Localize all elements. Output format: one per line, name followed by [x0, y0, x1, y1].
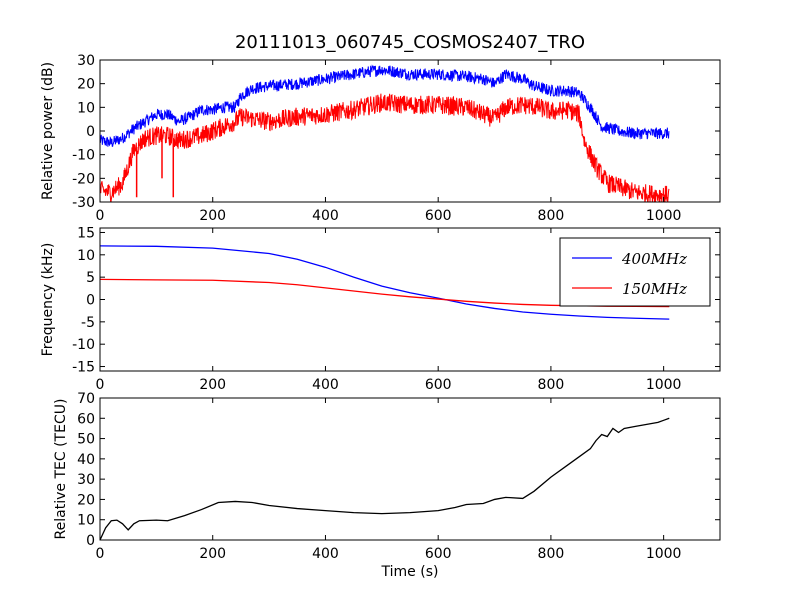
y-tick-label: 15	[77, 225, 95, 241]
series-line-2-1	[100, 245, 670, 320]
y-tick-label: 60	[77, 411, 95, 427]
x-tick-label: 200	[199, 546, 226, 562]
legend: 400MHz 150MHz	[559, 237, 711, 307]
subplot-3: 0 200 400 600 800 1000 0 10 20 30 40 50 60 70 Relative…	[53, 391, 721, 580]
y-tick-label: 0	[86, 293, 95, 309]
figure-title: 20111013_060745_COSMOS2407_TRO	[235, 32, 585, 53]
y-tick-label: -10	[72, 337, 95, 353]
series-line-3-1	[100, 417, 670, 540]
axes-frame	[99, 397, 721, 541]
x-tick-label: 800	[538, 377, 565, 393]
y-tick-label: 20	[77, 492, 95, 508]
subplot-2: 0 200 400 600 800 1000 -15 -10 -5 0 5 10 15 Frequency…	[40, 225, 721, 393]
y-tick-label: -10	[72, 148, 95, 164]
x-tick-label: 0	[96, 208, 105, 224]
y-tick-label: -5	[81, 315, 95, 331]
x-tick-label: 200	[199, 208, 226, 224]
y-tick-label: 40	[77, 452, 95, 468]
y-tick-label: 5	[86, 270, 95, 286]
series-line-1-2	[100, 93, 670, 202]
x-tick-label: 600	[425, 208, 452, 224]
x-tick-label: 800	[538, 546, 565, 562]
x-tick-label: 1000	[646, 546, 682, 562]
y-axis-label: Relative power (dB)	[40, 62, 56, 200]
y-tick-label: 0	[86, 124, 95, 140]
x-tick-label: 400	[312, 377, 339, 393]
y-axis-label: Frequency (kHz)	[40, 243, 56, 357]
plots: 0 200 400 600 800 1000-30-20-100102030Relativ…	[40, 53, 721, 580]
x-tick-label: 600	[425, 377, 452, 393]
y-tick-label: -30	[72, 195, 95, 211]
legend-label: 400MHz	[621, 250, 687, 268]
x-tick-label: 0	[96, 546, 105, 562]
y-tick-label: 10	[77, 513, 95, 529]
y-tick-label: 50	[77, 432, 95, 448]
y-tick-label: 20	[77, 77, 95, 93]
y-tick-label: 10	[77, 100, 95, 116]
x-tick-label: 1000	[646, 208, 682, 224]
legend-label: 150MHz	[622, 280, 687, 298]
series-line-1-1	[100, 64, 670, 147]
x-tick-label: 400	[312, 546, 339, 562]
x-tick-label: 600	[425, 546, 452, 562]
y-tick-label: 30	[77, 472, 95, 488]
y-tick-label: 10	[77, 248, 95, 264]
subplot-1: 0 200 400 600 800 1000 -30 -20 -10 0 10 20 30 Relativ…	[40, 53, 721, 224]
y-axis-label: Relative TEC (TECU)	[53, 399, 69, 540]
x-tick-label: 200	[199, 377, 226, 393]
x-axis-label: Time (s)	[381, 564, 439, 580]
x-tick-label: 1000	[646, 377, 682, 393]
x-tick-label: 800	[538, 208, 565, 224]
y-tick-label: 70	[77, 391, 95, 407]
x-tick-label: 0	[96, 377, 105, 393]
x-tick-label: 400	[312, 208, 339, 224]
y-tick-label: 30	[77, 53, 95, 69]
y-tick-label: -20	[72, 171, 95, 187]
y-tick-label: -15	[72, 360, 95, 376]
y-tick-label: 0	[86, 533, 95, 549]
legend-box	[559, 237, 711, 307]
